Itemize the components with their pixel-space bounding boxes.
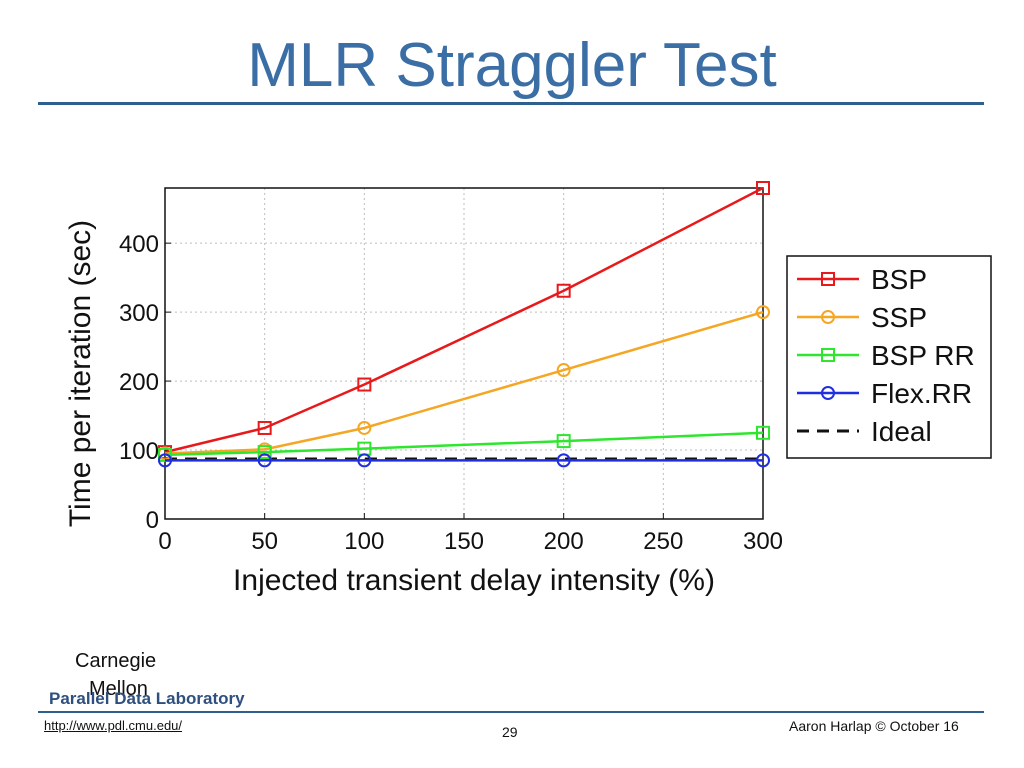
data-point-bsp <box>556 283 571 298</box>
footer-divider <box>38 711 984 713</box>
data-point-bsp <box>756 181 770 195</box>
logo-carnegie: Carnegie <box>75 650 157 672</box>
legend-marker-bsp <box>821 272 835 286</box>
legend-label-ideal: Ideal <box>871 416 932 447</box>
x-tick-label: 100 <box>344 528 384 555</box>
data-point-bsp <box>257 420 272 435</box>
legend-label-ssp: SSP <box>871 302 927 333</box>
data-point-ssp <box>756 305 770 320</box>
data-point-flex-rr <box>357 453 372 468</box>
footer-author: Aaron Harlap © October 16 <box>789 718 959 734</box>
data-point-ssp <box>556 363 571 378</box>
footer-url-link[interactable]: http://www.pdl.cmu.edu/ <box>44 718 183 733</box>
data-point-ssp <box>357 420 372 435</box>
page-number: 29 <box>502 724 518 740</box>
data-point-bsp-rr <box>556 434 571 449</box>
x-tick-label: 300 <box>743 528 783 555</box>
x-tick-label: 150 <box>444 528 484 555</box>
legend-marker-ssp <box>821 310 835 324</box>
title-divider <box>38 102 984 105</box>
x-tick-label: 0 <box>158 528 171 555</box>
y-tick-label: 400 <box>119 231 159 258</box>
y-tick-label: 300 <box>119 300 159 327</box>
x-tick-label: 200 <box>544 528 584 555</box>
series-line-bsp <box>164 186 764 454</box>
lab-name: Parallel Data Laboratory <box>49 689 245 708</box>
data-point-flex-rr <box>257 453 272 468</box>
y-tick-label: 0 <box>146 507 159 534</box>
y-tick-label: 100 <box>119 438 159 465</box>
logo-mellon: Mellon <box>89 678 148 700</box>
data-point-bsp <box>357 377 372 392</box>
slide-title: MLR Straggler Test <box>247 31 777 100</box>
x-tick-label: 50 <box>251 528 278 555</box>
data-point-bsp-rr <box>756 425 770 440</box>
x-tick-label: 250 <box>643 528 683 555</box>
y-tick-label: 200 <box>119 369 159 396</box>
data-point-flex-rr <box>756 453 770 468</box>
series-line-bsp-rr <box>164 431 764 457</box>
data-point-bsp-rr <box>257 445 272 460</box>
legend-label-bsp: BSP <box>871 264 927 295</box>
line-chart: 0 50 100 150 200 250 300 0 100 200 300 400 Injected … <box>64 181 992 597</box>
x-axis-label: Injected transient delay intensity (%) <box>233 564 715 597</box>
data-point-flex-rr <box>556 453 571 468</box>
legend-marker-flex-rr <box>821 386 835 400</box>
legend-marker-bsp-rr <box>821 348 835 362</box>
legend-label-flex-rr: Flex.RR <box>871 378 972 409</box>
series-line-ssp <box>164 310 764 455</box>
data-point-flex-rr <box>158 453 172 468</box>
legend-label-bsp-rr: BSP RR <box>871 340 975 371</box>
y-axis-label: Time per iteration (sec) <box>64 220 97 527</box>
